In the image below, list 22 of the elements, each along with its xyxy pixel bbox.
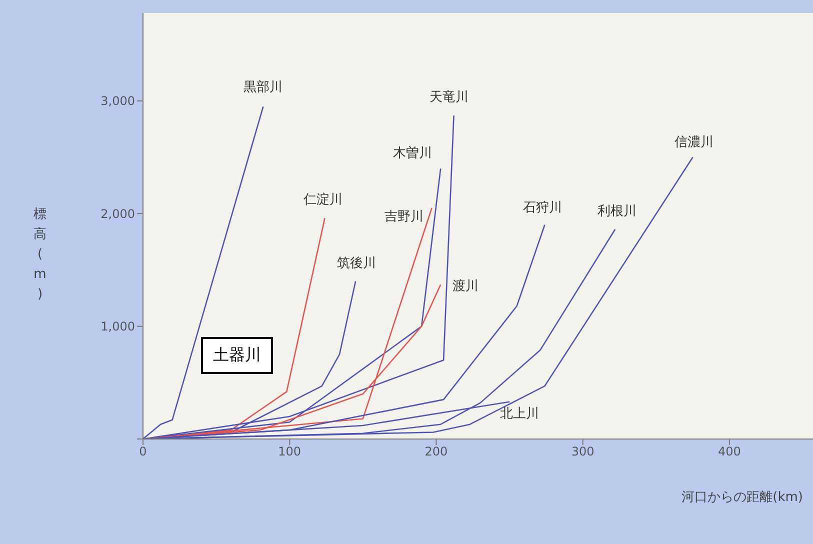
x-tick-label: 100 xyxy=(278,444,302,459)
series-label: 仁淀川 xyxy=(302,192,342,208)
series-label: 天竜川 xyxy=(429,90,468,106)
series-label: 木曽川 xyxy=(393,145,432,162)
x-tick-label: 400 xyxy=(718,444,741,459)
series-label: 筑後川 xyxy=(337,256,376,271)
series-label: 信濃川 xyxy=(674,134,714,150)
y-tick-label: 3,000 xyxy=(100,94,135,108)
x-tick-label: 200 xyxy=(424,444,448,459)
y-tick-label: 1,000 xyxy=(100,320,135,334)
series-label: 黒部川 xyxy=(244,80,283,96)
x-tick-label: 0 xyxy=(139,444,147,459)
y-axis-title: 標高(m) xyxy=(34,206,46,304)
series-label: 利根川 xyxy=(598,204,637,219)
series-label: 渡川 xyxy=(452,279,479,294)
series-label: 北上川 xyxy=(500,406,540,422)
x-axis-title: 河口からの距離(km) xyxy=(682,489,803,506)
x-tick-label: 300 xyxy=(571,444,594,459)
series-label: 吉野川 xyxy=(384,210,424,225)
y-tick-label: 2,000 xyxy=(100,206,135,221)
series-label: 石狩川 xyxy=(523,200,562,216)
annotation: 土器川 xyxy=(201,337,273,374)
